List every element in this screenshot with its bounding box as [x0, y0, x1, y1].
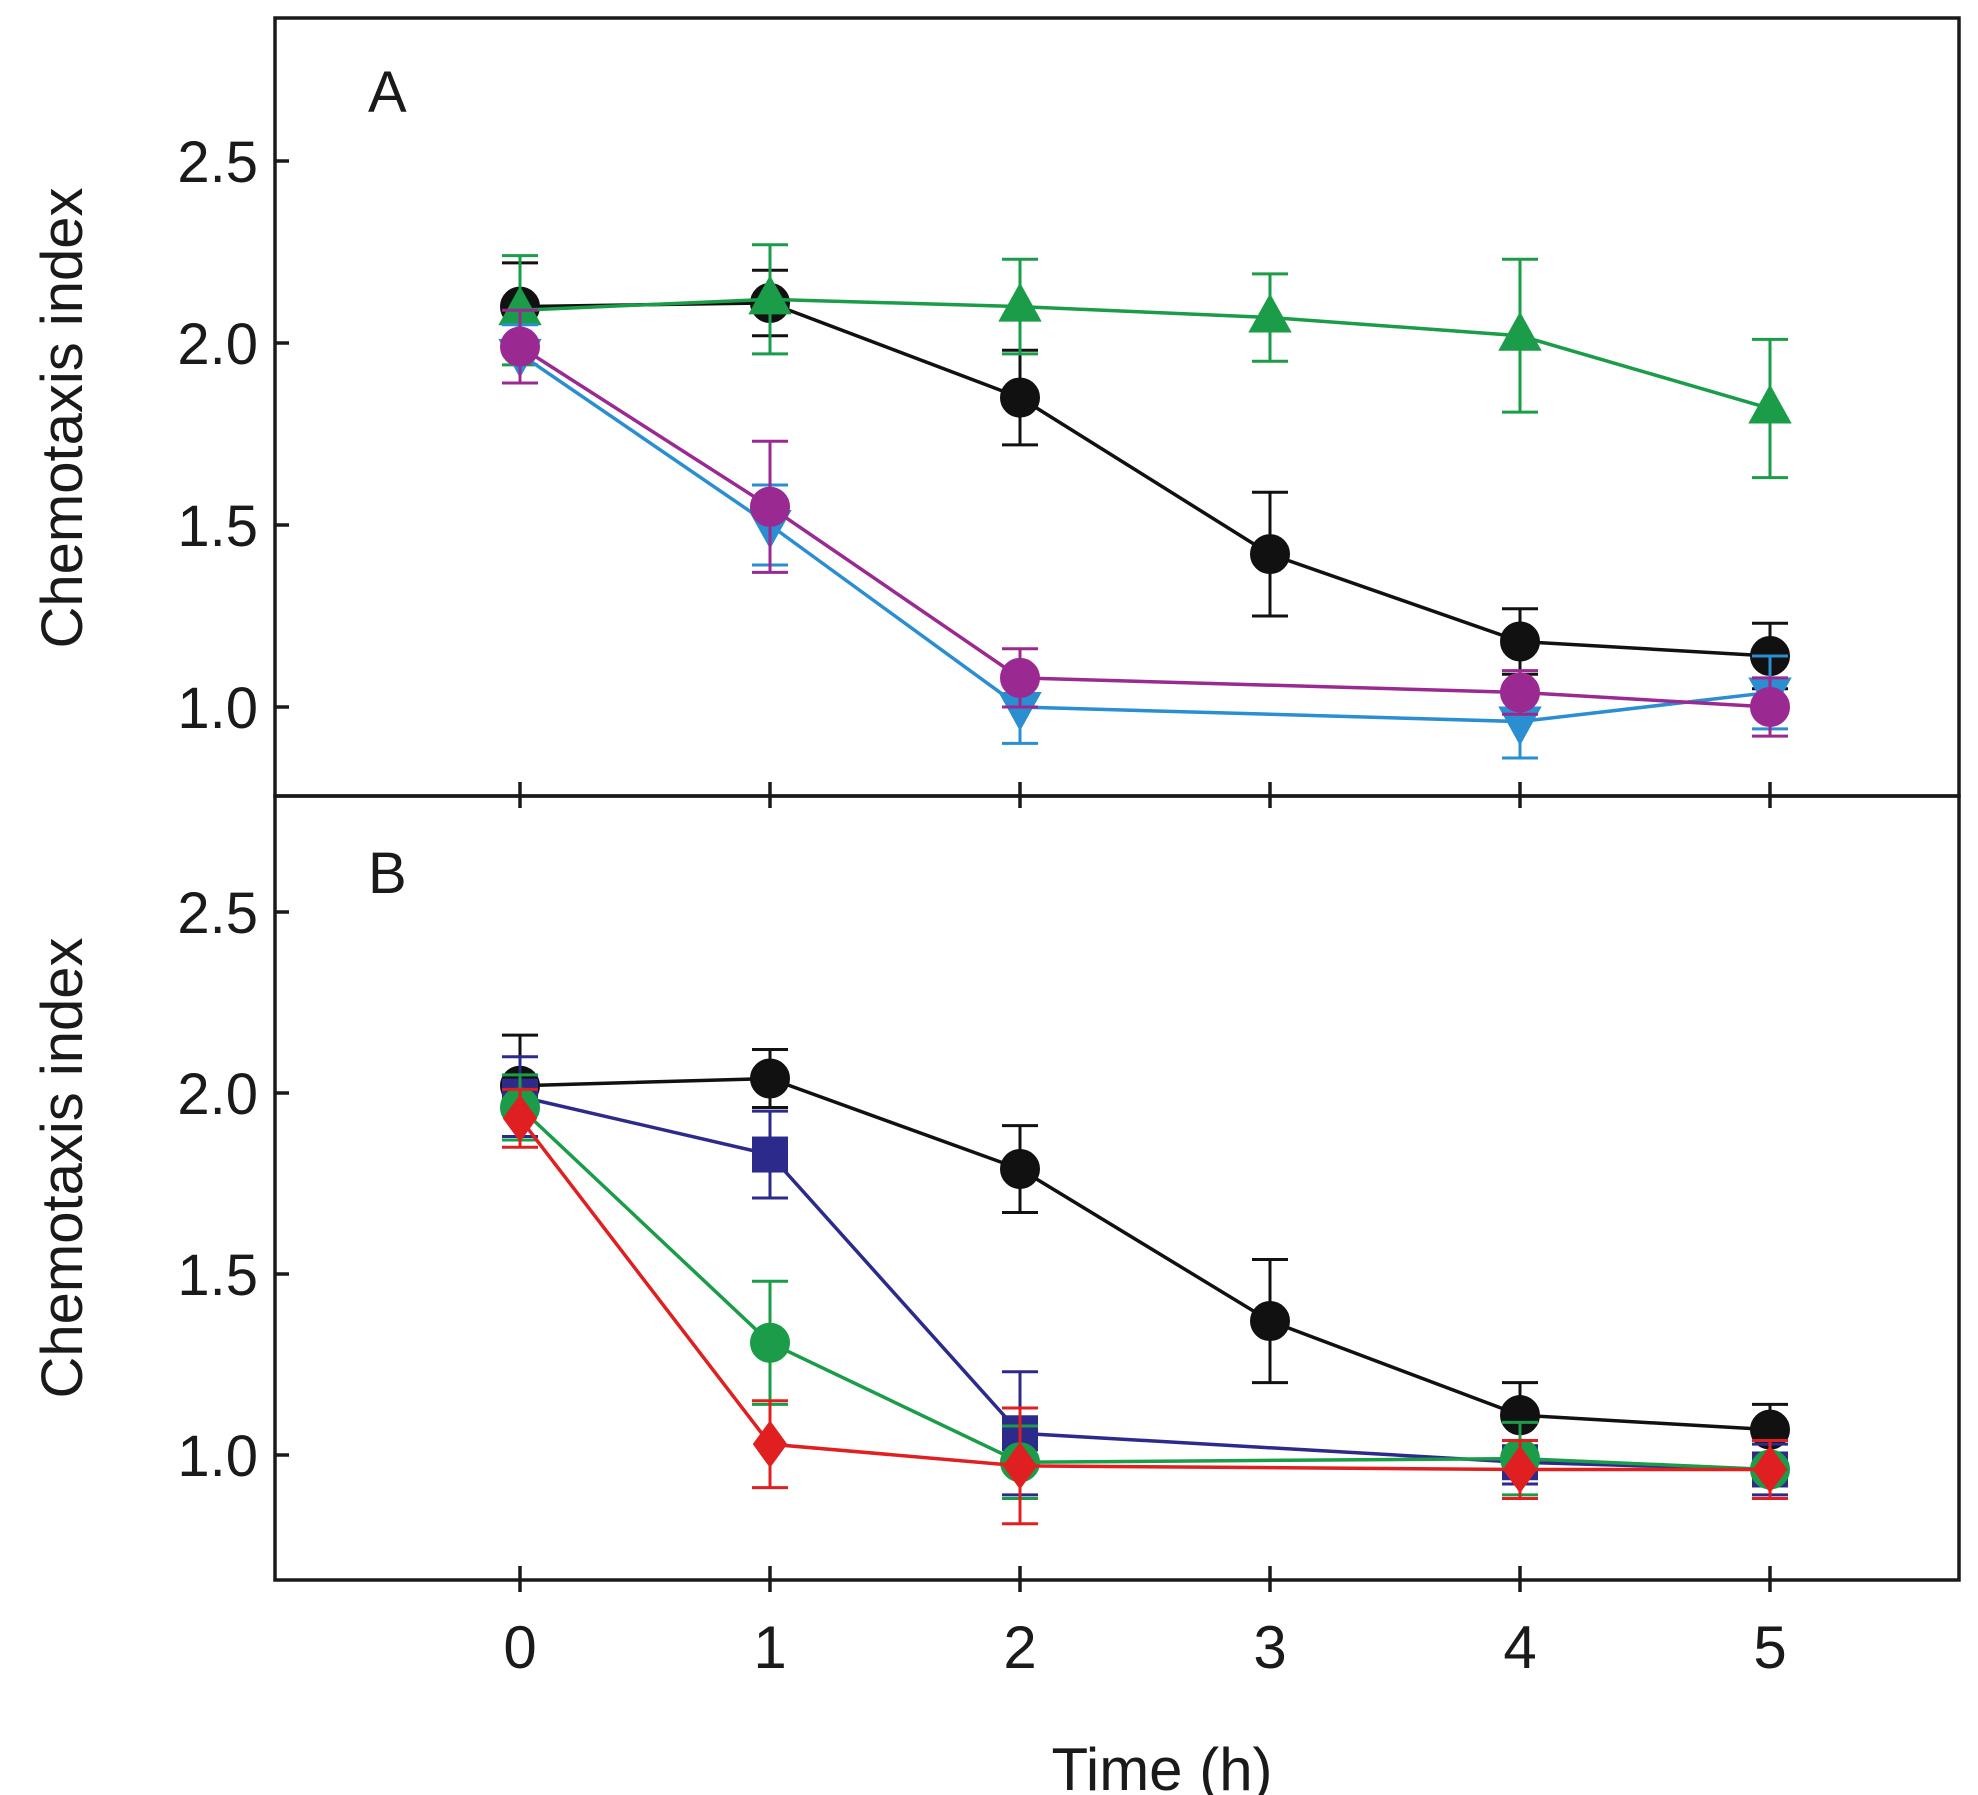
x-tick-label: 2: [1003, 1614, 1036, 1681]
y-tick-label: 1.0: [177, 676, 258, 741]
data-point-diamond: [502, 1094, 538, 1143]
series-line: [519, 297, 1771, 411]
panel-a-y-ticks: 1.0 1.5 2.0 2.5: [177, 130, 289, 741]
panel-b-series: [500, 1033, 1790, 1526]
data-point-circle: [1500, 672, 1540, 713]
series-green-triangles: [498, 243, 1792, 480]
x-tick-label: 1: [753, 1614, 786, 1681]
y-tick-label: 2.5: [177, 130, 258, 195]
data-point-circle: [1250, 534, 1290, 575]
series-purple-circles: [500, 308, 1790, 738]
data-point-square: [752, 1136, 788, 1173]
panel-a: A Chemotaxis index 1.0 1.5 2.0 2.5: [30, 16, 1961, 808]
series-line: [519, 301, 1771, 658]
x-tick-label: 0: [503, 1614, 536, 1681]
data-point-triangle-up: [1248, 293, 1292, 333]
panel-a-label: A: [368, 60, 407, 125]
data-point-circle: [750, 1058, 790, 1099]
y-tick-label: 1.5: [177, 1243, 258, 1308]
data-point-circle: [750, 486, 790, 527]
series-red-diamonds: [502, 1087, 1788, 1526]
x-tick-label: 3: [1253, 1614, 1286, 1681]
data-point-triangle-up: [998, 282, 1042, 322]
data-point-circle: [1000, 1149, 1040, 1190]
panel-a-series: [498, 243, 1792, 760]
panel-b-label: B: [368, 841, 407, 906]
y-tick-label: 2.0: [177, 1062, 258, 1127]
data-point-diamond: [1002, 1442, 1038, 1490]
data-point-diamond: [1502, 1445, 1538, 1494]
data-point-triangle-up: [1748, 384, 1792, 424]
panel-b-y-ticks: 1.0 1.5 2.0 2.5: [177, 881, 289, 1489]
x-tick-labels: 0 1 2 3 4 5: [503, 1614, 1786, 1681]
y-tick-label: 2.0: [177, 312, 258, 377]
series-line: [519, 1076, 1771, 1432]
panel-b-y-axis-label: Chemotaxis index: [30, 938, 95, 1399]
panel-b-x-ticks: [518, 1566, 1772, 1592]
data-point-circle: [500, 326, 540, 367]
y-tick-label: 1.5: [177, 494, 258, 559]
panel-b-frame: [273, 794, 1961, 1582]
data-point-circle: [1250, 1301, 1290, 1342]
data-point-circle: [750, 1322, 790, 1363]
y-tick-label: 1.0: [177, 1424, 258, 1489]
data-point-diamond: [1752, 1445, 1788, 1494]
data-point-triangle-up: [1498, 311, 1542, 351]
data-point-circle: [1000, 657, 1040, 698]
data-point-circle: [1500, 621, 1540, 662]
data-point-circle: [1750, 687, 1790, 727]
data-point-diamond: [752, 1420, 788, 1468]
data-point-circle: [1000, 377, 1040, 418]
y-tick-label: 2.5: [177, 881, 258, 946]
x-tick-label: 5: [1753, 1614, 1786, 1681]
panel-b: B Chemotaxis index 1.0 1.5 2.0 2.5: [30, 794, 1961, 1592]
x-axis-label: Time (h): [1051, 1736, 1272, 1795]
panel-a-y-axis-label: Chemotaxis index: [30, 188, 95, 649]
x-tick-label: 4: [1503, 1614, 1536, 1681]
data-point-triangle-up: [748, 275, 792, 315]
